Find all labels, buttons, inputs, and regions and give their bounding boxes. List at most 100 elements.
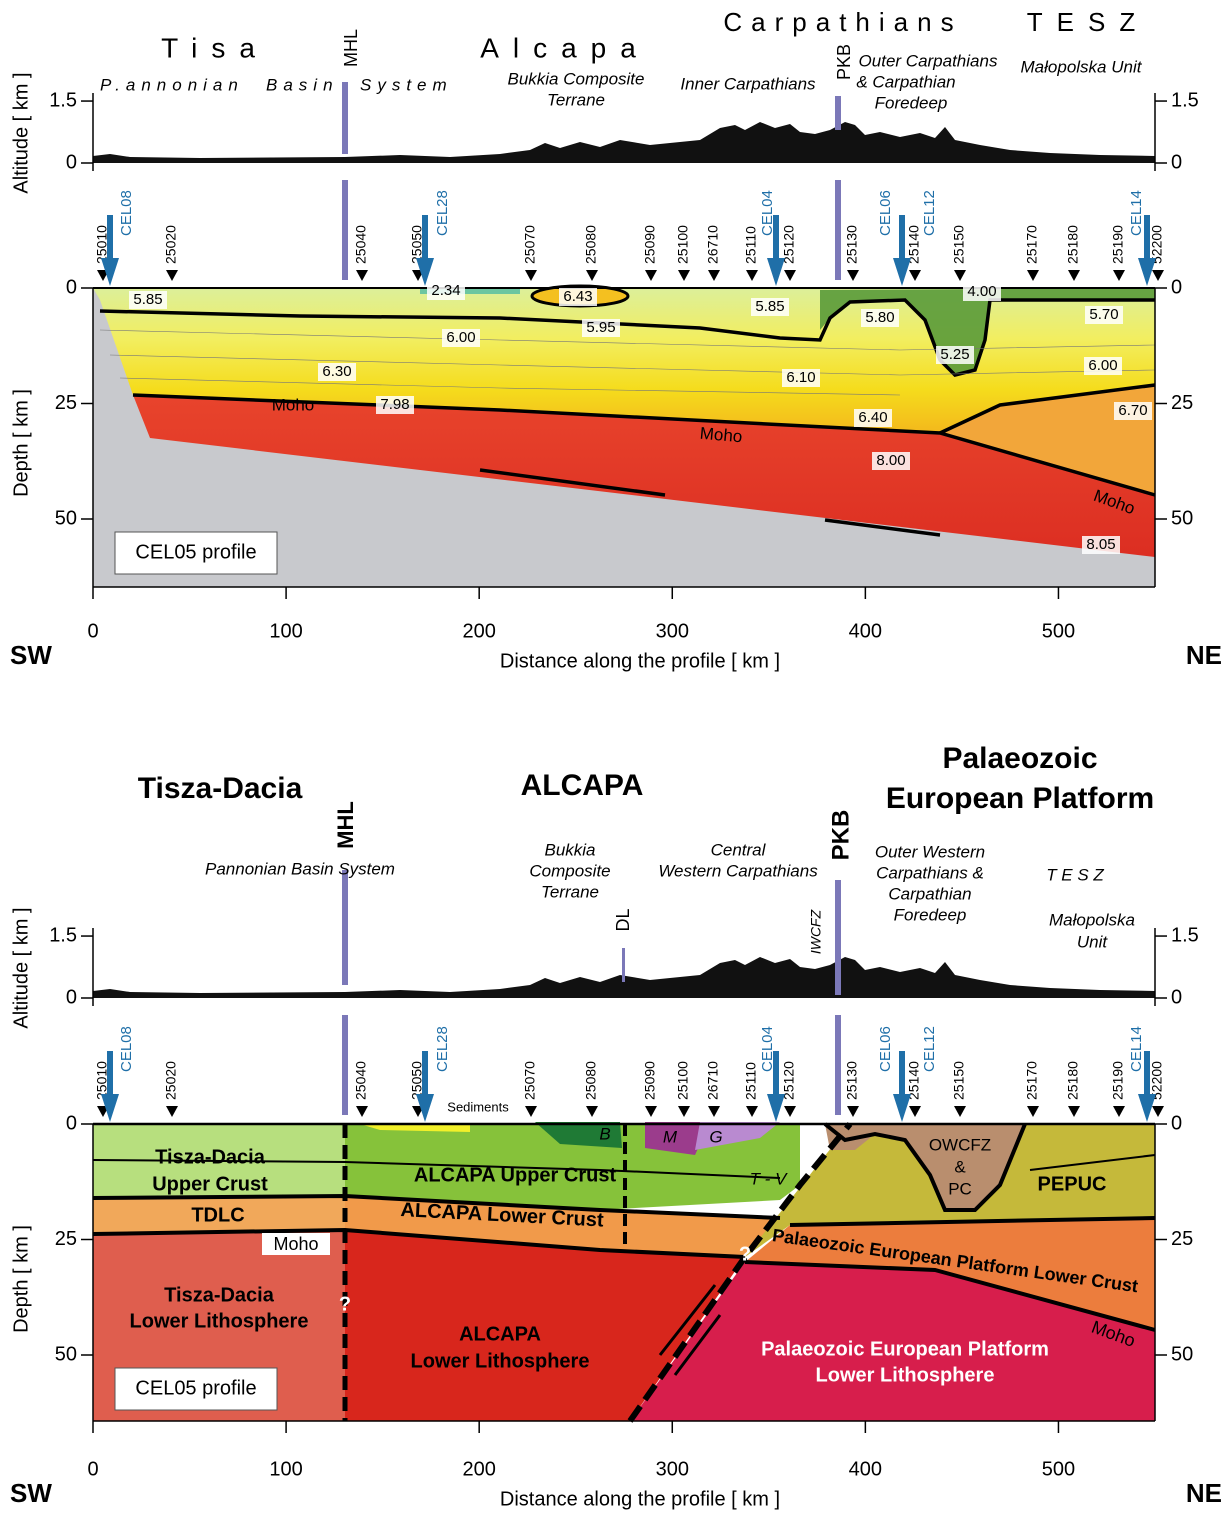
receiver-label: CEL28 [434, 1026, 451, 1072]
x-tick-label: 500 [1042, 620, 1075, 642]
x-tick-label: 500 [1042, 1458, 1075, 1480]
fault-line [342, 1015, 348, 1115]
moho-label: Moho [272, 395, 315, 414]
velocity-label: 6.10 [786, 369, 815, 386]
moho-label: Moho [699, 424, 743, 447]
station-label: 25080 [583, 225, 599, 264]
station-label: 25110 [743, 226, 759, 264]
velocity-label: 2.34 [431, 282, 460, 299]
x-tick-label: 0 [87, 620, 98, 642]
unit-label: Pannonian Basin System [205, 859, 395, 878]
y-tick-label: 25 [1171, 1228, 1193, 1250]
y-tick-label: 0 [66, 1112, 77, 1134]
layer-label: PC [948, 1179, 972, 1198]
station-marker [909, 1106, 921, 1117]
receiver-label: CEL08 [118, 1026, 135, 1072]
axis-end: SW [10, 640, 52, 670]
x-tick-label: 200 [462, 620, 495, 642]
station-label: 25150 [951, 225, 967, 264]
station-label: 25020 [163, 225, 179, 264]
unit-label: Basin [266, 75, 339, 94]
station-marker [847, 1106, 859, 1117]
axis-end: NE [1186, 1478, 1222, 1508]
layer-label: OWCFZ [929, 1135, 991, 1154]
station-marker [708, 1106, 720, 1117]
unit-label: Terrane [541, 882, 599, 901]
station-marker [1027, 1106, 1039, 1117]
y-tick-label: 50 [55, 1343, 77, 1365]
station-marker [525, 270, 537, 281]
station-label: 25170 [1024, 1061, 1040, 1100]
unit-label: Unit [1077, 932, 1109, 951]
station-marker [746, 1106, 758, 1117]
x-tick-label: 100 [269, 620, 302, 642]
receiver-label: CEL12 [921, 1026, 938, 1072]
layer-label: Lower Lithosphere [816, 1364, 995, 1386]
fault-label: MHL [333, 801, 358, 849]
station-marker [525, 1106, 537, 1117]
unit-label: Central [711, 840, 767, 859]
axis-end: SW [10, 1478, 52, 1508]
fault-line [622, 948, 625, 982]
station-label: 25070 [522, 1061, 538, 1100]
station-marker [1068, 270, 1080, 281]
receiver-label: CEL14 [1128, 190, 1145, 236]
unit-label: Małopolska Unit [1021, 57, 1143, 76]
station-marker [1113, 1106, 1125, 1117]
profile-name: CEL05 profile [135, 1377, 256, 1399]
unit-label: Bukkia [544, 840, 595, 859]
region: Palaeozoic [942, 742, 1097, 775]
velocity-label: 5.25 [940, 346, 969, 363]
velocity-label: 5.80 [865, 309, 894, 326]
unit-label: Carpathian [888, 884, 971, 903]
x-tick-label: 400 [849, 620, 882, 642]
station-label: 25040 [353, 1061, 369, 1100]
station-label: 25070 [522, 225, 538, 264]
layer-label: Upper Crust [152, 1173, 268, 1195]
station-label: 26710 [705, 1061, 721, 1100]
x-tick-label: 300 [656, 1458, 689, 1480]
region: Carpathians [723, 7, 962, 37]
station-label: 25190 [1110, 225, 1126, 264]
unit-label: & Carpathian [856, 72, 955, 91]
fault-label: MHL [341, 29, 361, 67]
region: ALCAPA [521, 769, 644, 802]
y-tick-label: 1.5 [1171, 924, 1199, 946]
station-label: 25020 [163, 1061, 179, 1100]
station-marker [586, 270, 598, 281]
fault-line [342, 180, 348, 280]
y-tick-label: 0 [1171, 276, 1182, 298]
station-label: 25130 [844, 1061, 860, 1100]
axis-title: Distance along the profile [ km ] [500, 650, 780, 672]
unit-label: Małopolska [1049, 910, 1135, 929]
station-marker [708, 270, 720, 281]
fault-line [342, 870, 348, 985]
station-label: 26710 [705, 225, 721, 264]
y-tick-label: 50 [1171, 507, 1193, 529]
station-label: 25170 [1024, 225, 1040, 264]
velocity-label: 6.43 [563, 288, 592, 305]
y-tick-label: 0 [1171, 1112, 1182, 1134]
y-tick-label: 1.5 [49, 89, 77, 111]
station-label: 25150 [951, 1061, 967, 1100]
station-label: 25080 [583, 1061, 599, 1100]
station-marker [166, 270, 178, 281]
velocity-label: 8.00 [876, 452, 905, 469]
unknown-mark: ? [339, 1293, 351, 1315]
region: TESZ [1027, 7, 1149, 37]
velocity-label: 8.05 [1086, 536, 1115, 553]
station-marker [1113, 270, 1125, 281]
x-tick-label: 100 [269, 1458, 302, 1480]
axis-title: Altitude [ km ] [10, 907, 32, 1028]
station-marker [954, 1106, 966, 1117]
station-marker [1068, 1106, 1080, 1117]
station-marker [1152, 270, 1164, 281]
layer-label: PEPUC [1038, 1173, 1107, 1195]
figure: CEL05 profile Tisa Alcapa Carpathians TE… [0, 0, 1229, 1513]
y-tick-label: 0 [66, 986, 77, 1008]
unit-label: System [360, 75, 453, 94]
velocity-label: 5.85 [133, 291, 162, 308]
unit-label: Terrane [547, 90, 605, 109]
moho-label: Moho [273, 1234, 318, 1254]
velocity-label: 6.00 [1088, 357, 1117, 374]
